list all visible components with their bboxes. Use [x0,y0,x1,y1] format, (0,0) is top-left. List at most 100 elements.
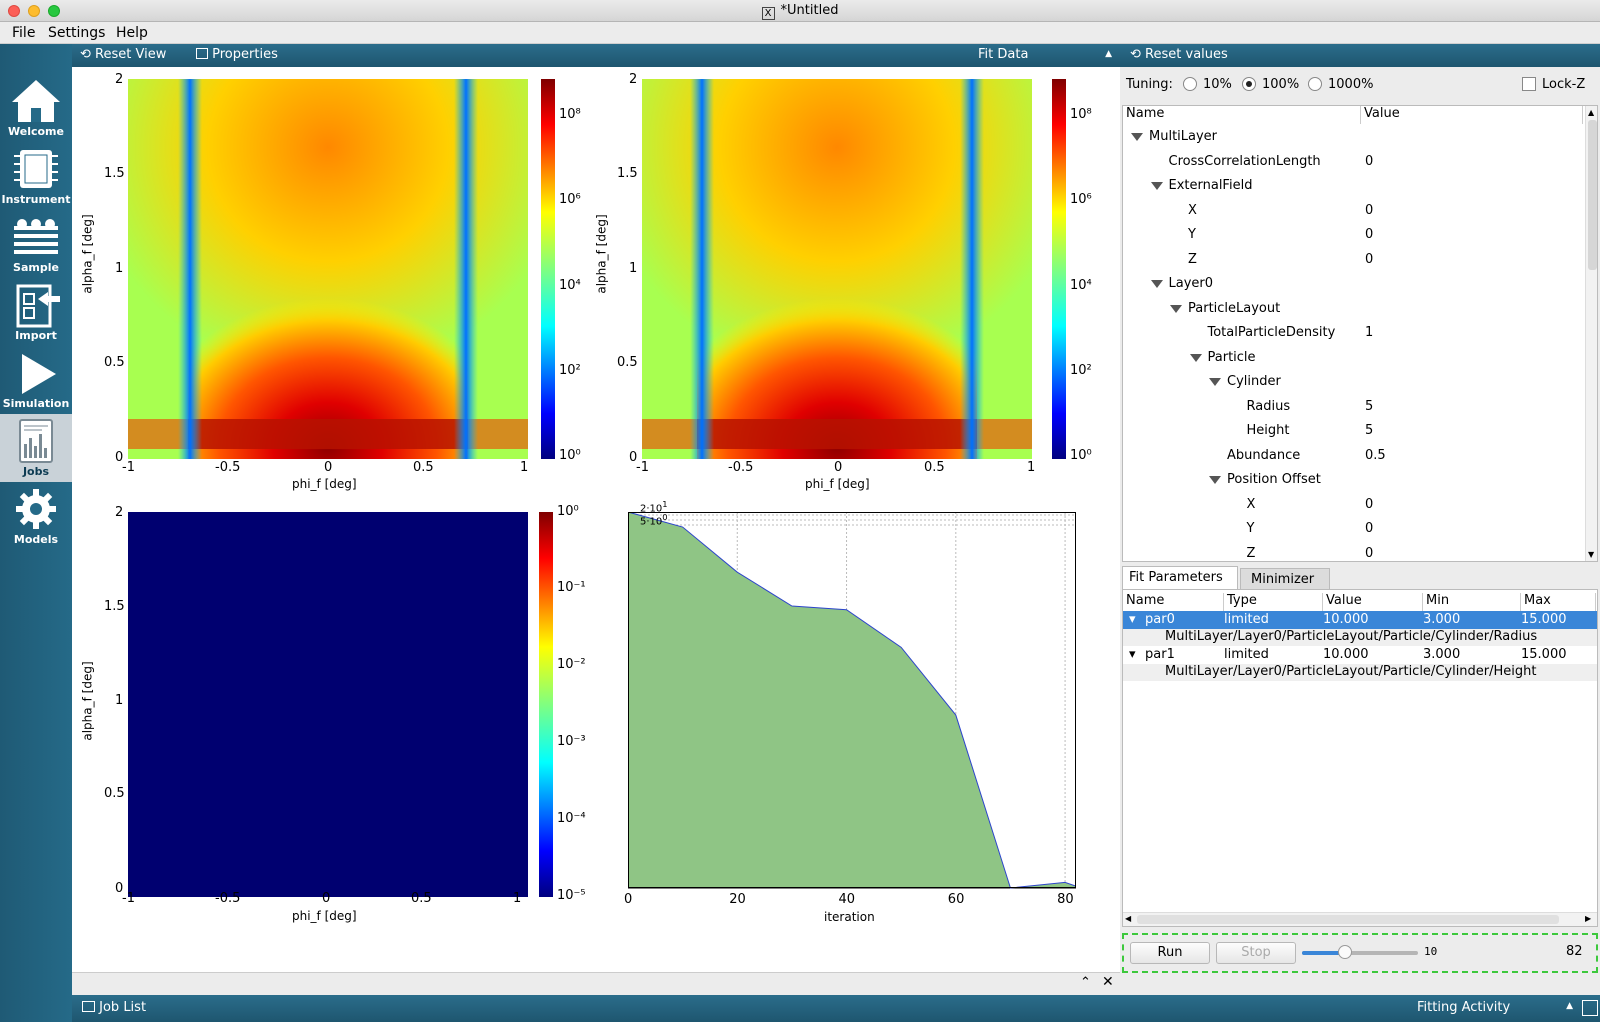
column-header[interactable]: Type [1224,593,1323,611]
tree-row[interactable]: Abundance 0.5 [1123,445,1587,470]
expand-triangle-icon[interactable] [1150,280,1163,288]
expand-triangle-icon[interactable] [1150,182,1163,190]
sidebar-item-sample[interactable]: Sample [0,210,72,278]
tree-scrollbar[interactable]: ▲ ▼ [1585,106,1597,561]
expand-triangle-icon[interactable] [1209,378,1221,386]
horizontal-scrollbar[interactable]: ◀ ▶ [1123,912,1597,926]
expand-triangle-icon[interactable] [1131,133,1143,141]
sidebar-item-simulation[interactable]: Simulation [0,346,72,414]
tree-item-value[interactable]: 0 [1365,202,1374,218]
tree-row[interactable]: ExternalField [1123,175,1587,200]
fit-param-link-row[interactable]: MultiLayer/Layer0/ParticleLayout/Particl… [1123,664,1597,681]
tab-minimizer[interactable]: Minimizer [1240,568,1330,590]
plot-area: 10⁰ 10² 10⁴ 10⁶ 10⁸ 0 0.5 1 1.5 2 -1 -0.… [72,67,1120,972]
expand-triangle-icon[interactable] [1209,476,1221,484]
tuning-radio-1000[interactable] [1308,77,1322,91]
job-list-toggle[interactable]: Job List [82,1000,146,1015]
menu-help[interactable]: Help [116,25,148,41]
maximize-window-button[interactable] [48,5,60,17]
column-header-value[interactable]: Value [1361,106,1583,124]
menu-file[interactable]: File [12,25,36,41]
run-button[interactable]: Run [1130,942,1210,964]
tree-item-value[interactable]: 0 [1365,227,1374,242]
tree-row[interactable]: ParticleLayout [1123,298,1587,323]
collapse-triangle-icon[interactable]: ▾ [1129,647,1136,662]
tree-row[interactable]: MultiLayer [1123,126,1587,151]
lockz-checkbox[interactable] [1522,77,1536,91]
view-select[interactable]: Fit Data ▲ [978,47,1112,62]
tree-row[interactable]: Cylinder [1123,371,1587,396]
tree-row[interactable]: Layer0 [1123,273,1587,298]
tree-item-value[interactable]: 0 [1365,545,1374,561]
tree-row[interactable]: Radius 5 [1123,396,1587,421]
chevron-up-icon[interactable]: ⌃ [1080,975,1091,990]
tree-item-value[interactable]: 0 [1365,251,1374,267]
sidebar-item-welcome[interactable]: Welcome [0,74,72,142]
fit-param-row[interactable]: ▾ par1 limited 10.000 3.000 15.000 [1123,646,1597,664]
sidebar-item-label: Welcome [8,125,64,138]
scroll-up-icon[interactable]: ▲ [1588,108,1595,117]
sidebar-item-models[interactable]: Models [0,482,72,550]
close-window-button[interactable] [8,5,20,17]
expand-triangle-icon[interactable] [1170,304,1182,313]
tuning-radio-10[interactable] [1183,77,1197,91]
tree-row[interactable]: CrossCorrelationLength 0 [1123,151,1587,176]
scroll-right-icon[interactable]: ▶ [1585,914,1592,923]
column-header[interactable]: Min [1423,593,1521,611]
y-tick: 1 [115,693,124,708]
simulated-data-heatmap[interactable] [642,79,1032,459]
scroll-left-icon[interactable]: ◀ [1125,914,1132,923]
colorbar-tick: 10⁸ [559,107,581,122]
column-header[interactable]: Name [1123,593,1224,611]
tuning-radio-100[interactable] [1242,77,1256,91]
stop-button[interactable]: Stop [1216,942,1296,964]
colorbar [541,79,555,459]
resize-grip-icon[interactable] [1582,1000,1598,1016]
tree-item-value[interactable]: 0 [1365,521,1374,536]
tab-fit-parameters[interactable]: Fit Parameters [1122,566,1238,590]
difference-heatmap[interactable] [128,512,528,897]
expand-triangle-icon[interactable] [1189,353,1202,362]
tree-item-value[interactable]: 0.5 [1365,447,1386,463]
column-header-name[interactable]: Name [1123,106,1361,124]
colorbar-tick: 10⁸ [1070,107,1092,122]
column-header[interactable]: Value [1323,593,1423,611]
collapse-triangle-icon[interactable]: ▾ [1129,612,1136,627]
tree-item-value[interactable]: 0 [1365,153,1374,169]
scrollbar-thumb[interactable] [1588,120,1597,270]
tree-row[interactable]: Particle [1123,347,1587,372]
interval-slider[interactable] [1302,945,1418,959]
column-header[interactable]: Max [1521,593,1596,611]
menu-settings[interactable]: Settings [48,25,106,41]
scroll-down-icon[interactable]: ▼ [1588,550,1595,559]
close-icon[interactable]: ✕ [1102,974,1114,990]
tree-item-value[interactable]: 1 [1365,325,1374,340]
reset-view-button[interactable]: ⟲ Reset View [80,47,167,62]
tree-row[interactable]: TotalParticleDensity 1 [1123,322,1587,347]
scrollbar-thumb[interactable] [1137,915,1559,924]
sidebar-item-jobs[interactable]: Jobs [0,414,72,482]
fit-param-row[interactable]: ▾ par0 limited 10.000 3.000 15.000 [1123,611,1597,629]
reset-values-button[interactable]: ⟲ Reset values [1130,47,1228,62]
slider-handle[interactable] [1338,945,1352,959]
tree-item-value[interactable]: 5 [1365,398,1374,414]
tree-row[interactable]: Position Offset [1123,469,1587,494]
tree-row[interactable]: Height 5 [1123,420,1587,445]
properties-button[interactable]: Properties [196,47,278,62]
sidebar-item-instrument[interactable]: Instrument [0,142,72,210]
sidebar-item-import[interactable]: Import [0,278,72,346]
y-tick: 2 [115,505,124,520]
tree-item-value[interactable]: 5 [1365,423,1374,438]
activity-select[interactable]: Fitting Activity ▲ [1417,1000,1573,1015]
fit-param-link-row[interactable]: MultiLayer/Layer0/ParticleLayout/Particl… [1123,629,1597,646]
chi2-progress-plot[interactable] [628,512,1076,897]
tree-item-value[interactable]: 0 [1365,496,1374,512]
minimize-window-button[interactable] [28,5,40,17]
real-data-heatmap[interactable] [128,79,528,459]
